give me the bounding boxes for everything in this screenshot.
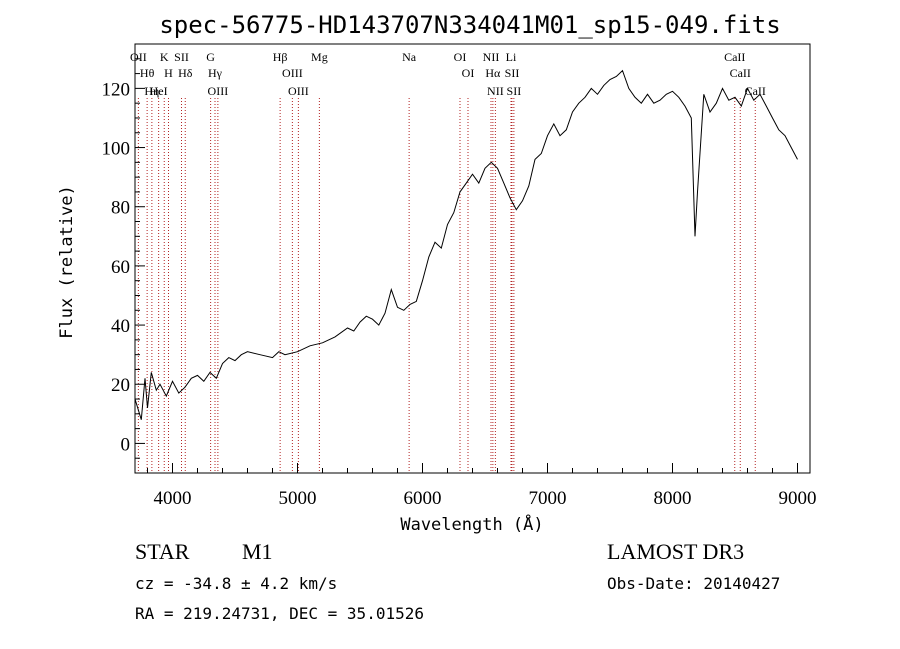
y-axis: 0 20 40 60 80 100 120 [102,58,145,459]
x-tick-label: 7000 [529,488,567,509]
x-tick-label: 8000 [654,488,692,509]
spectral-line-label: SII [505,66,520,80]
y-tick-label: 100 [102,139,131,160]
object-class: STAR [135,539,190,564]
spectral-line-label: Mg [311,50,328,64]
chart-title: spec-56775-HD143707N334041M01_sp15-049.f… [159,11,780,39]
x-tick-label: 9000 [779,488,817,509]
observation-date: Obs-Date: 20140427 [607,574,780,593]
spectral-line-label: Hθ [140,66,155,80]
spectral-line-label: H [164,66,173,80]
spectral-line-label: Hδ [178,66,193,80]
spectral-line-label: NII [483,50,500,64]
y-tick-label: 60 [111,257,130,278]
spectral-line-label: OIII [282,66,303,80]
spectral-line-label: K [160,50,169,64]
redshift-velocity: cz = -34.8 ± 4.2 km/s [135,574,337,593]
spectral-line-label: Na [402,50,417,64]
spectral-line-label: CaII [745,84,766,98]
x-tick-label: 5000 [279,488,317,509]
spectral-line-label: Hη [144,84,159,98]
x-axis-label: Wavelength (Å) [400,513,543,535]
spectral-line-label: CaII [724,50,745,64]
y-axis-label: Flux (relative) [57,185,77,339]
object-subclass: M1 [242,539,273,564]
x-axis: 4000 5000 6000 7000 8000 9000 [147,463,817,509]
survey-name: LAMOST DR3 [607,539,744,564]
spectral-line-label: Hβ [273,50,288,64]
spectral-line-label: Li [506,50,517,64]
x-tick-label: 6000 [404,488,442,509]
spectral-line-label: HeI [150,84,168,98]
spectral-line-label: SII [507,84,522,98]
spectral-line-label: Hγ [208,66,223,80]
spectral-line-label: OII [130,50,147,64]
spectral-line-label: SII [174,50,189,64]
y-tick-label: 40 [111,316,130,337]
spectrum-line [134,69,798,420]
x-tick-label: 4000 [154,488,192,509]
sky-coordinates: RA = 219.24731, DEC = 35.01526 [135,604,424,623]
spectral-line-label: OIII [288,84,309,98]
spectral-line-label: NII [487,84,504,98]
spectral-line-label: OI [454,50,467,64]
spectral-line-label: G [206,50,215,64]
spectral-line-label: OIII [208,84,229,98]
spectral-line-label: Hα [485,66,501,80]
y-tick-label: 120 [102,79,131,100]
y-tick-label: 20 [111,375,130,396]
y-tick-label: 0 [121,434,131,455]
spectral-line-label: OI [462,66,475,80]
y-tick-label: 80 [111,198,130,219]
spectral-line-label: CaII [730,66,751,80]
